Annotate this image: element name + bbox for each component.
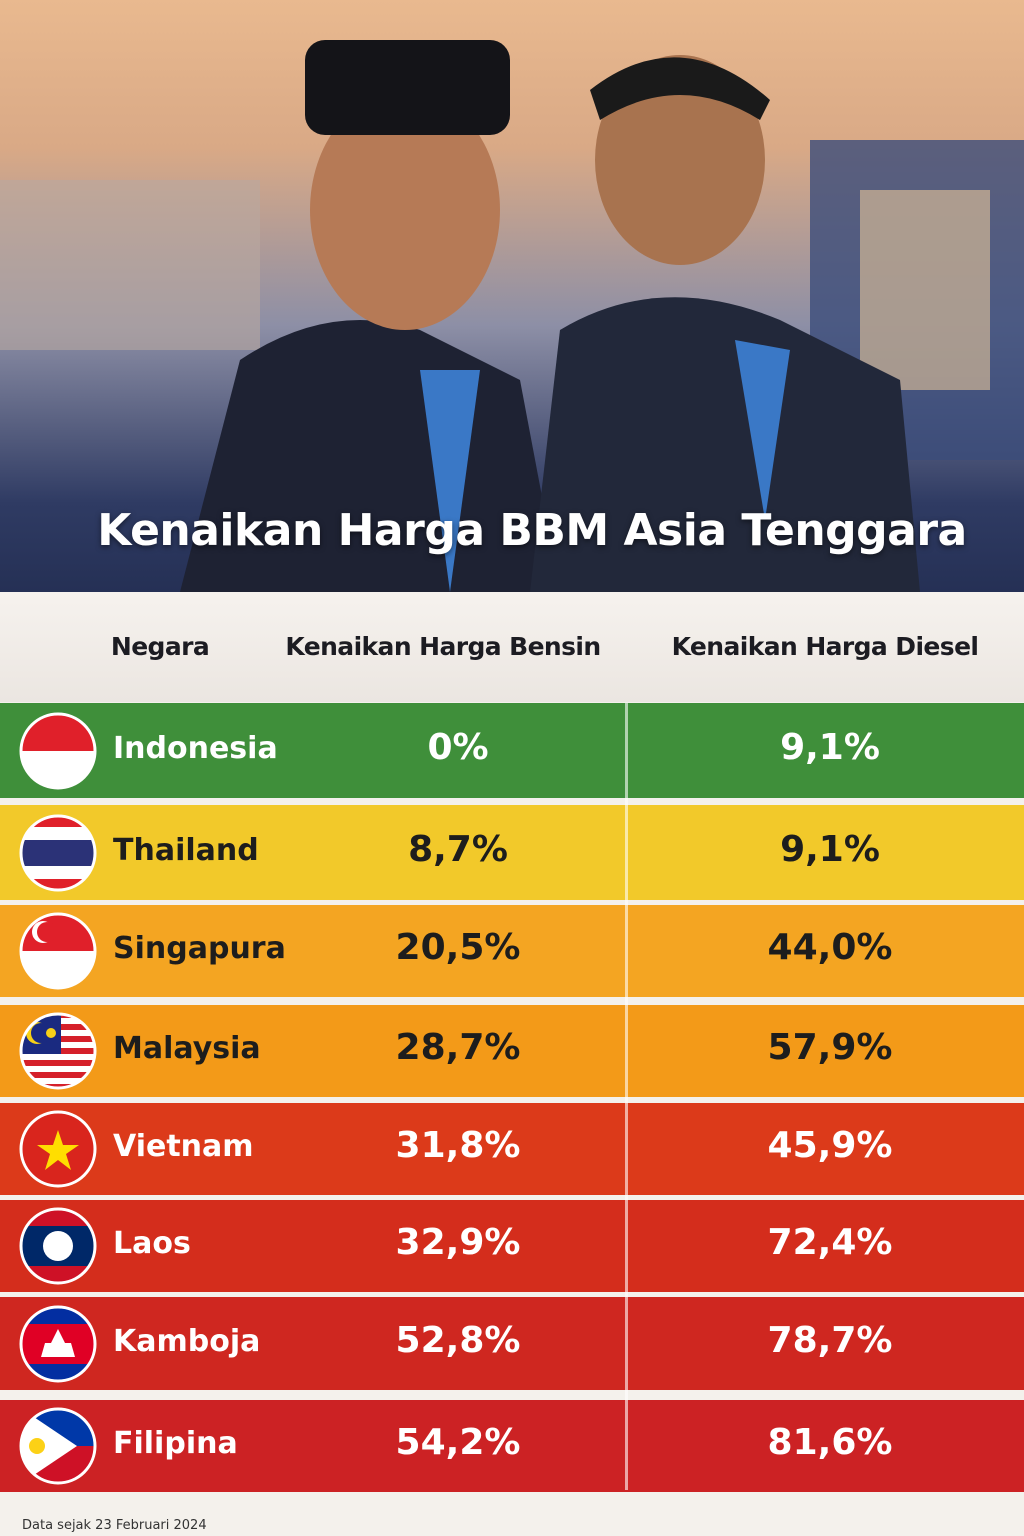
- table-row: [0, 1005, 1024, 1097]
- flag-icon: [19, 1407, 97, 1485]
- country-name: Thailand: [113, 832, 259, 868]
- table-row: [0, 905, 1024, 997]
- column-header: Kenaikan Harga Bensin: [285, 632, 601, 661]
- country-name: Laos: [113, 1226, 191, 1261]
- country-flag: [19, 712, 97, 790]
- table-row: [0, 1200, 1024, 1292]
- country-name: Indonesia: [113, 730, 278, 766]
- bensin-value: 54,2%: [395, 1422, 521, 1463]
- diesel-value: 57,9%: [767, 1027, 893, 1068]
- diesel-value: 81,6%: [767, 1422, 893, 1463]
- bensin-value: 52,8%: [395, 1319, 521, 1361]
- country-name: Kamboja: [113, 1323, 261, 1359]
- country-flag: [19, 1110, 97, 1188]
- column-header: Kenaikan Harga Diesel: [671, 632, 979, 661]
- flag-icon: [19, 1012, 97, 1090]
- diesel-value: 44,0%: [767, 927, 893, 968]
- hero-art: [0, 40, 1024, 592]
- diesel-value: 9,1%: [780, 828, 880, 870]
- table-row: [0, 1297, 1024, 1390]
- country-flag: [19, 912, 97, 990]
- bensin-value: 0%: [427, 726, 489, 768]
- flag-icon: [19, 712, 97, 789]
- flag-icon: [19, 1207, 97, 1285]
- bensin-value: 31,8%: [395, 1125, 521, 1166]
- bensin-value: 20,5%: [395, 927, 521, 968]
- flag-icon: [19, 1110, 97, 1188]
- diesel-value: 72,4%: [767, 1222, 893, 1263]
- country-flag: [19, 1407, 97, 1485]
- bensin-value: 32,9%: [395, 1222, 521, 1263]
- country-name: Singapura: [113, 931, 286, 966]
- country-flag: [19, 1305, 97, 1383]
- bensin-value: 28,7%: [395, 1027, 521, 1068]
- flag-icon: [19, 912, 97, 990]
- hero-image: [0, 0, 1024, 592]
- diesel-value: 45,9%: [767, 1125, 893, 1166]
- country-name: Vietnam: [113, 1129, 254, 1164]
- table-row: [0, 703, 1024, 798]
- diesel-value: 78,7%: [767, 1319, 893, 1361]
- table-header: [0, 592, 1024, 702]
- table-row: [0, 805, 1024, 900]
- diesel-value: 9,1%: [780, 726, 880, 768]
- bensin-value: 8,7%: [408, 828, 508, 870]
- country-name: Filipina: [113, 1426, 238, 1461]
- footnote: Data sejak 23 Februari 2024: [22, 1518, 207, 1533]
- country-name: Malaysia: [113, 1031, 261, 1066]
- title: Kenaikan Harga BBM Asia Tenggara: [97, 505, 967, 556]
- column-divider: [625, 703, 628, 1490]
- flag-icon: [19, 814, 97, 891]
- country-flag: [19, 1012, 97, 1090]
- column-header: Negara: [110, 632, 210, 661]
- country-flag: [19, 1207, 97, 1285]
- country-flag: [19, 814, 97, 892]
- flag-icon: [19, 1305, 97, 1382]
- table-row: [0, 1103, 1024, 1195]
- table-row: [0, 1400, 1024, 1492]
